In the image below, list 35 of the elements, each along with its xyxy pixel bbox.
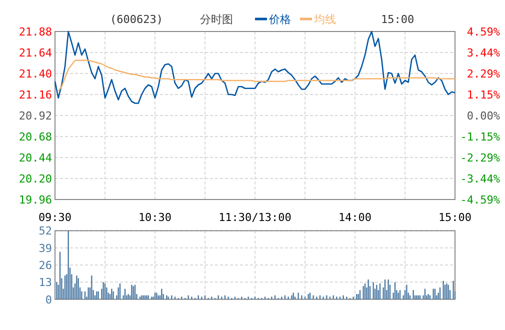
- legend-label: 价格: [268, 13, 291, 26]
- y-tick-label: 19.96: [18, 194, 52, 206]
- legend-label: 均线: [313, 13, 336, 26]
- y-tick-label: 21.40: [18, 68, 52, 80]
- y-tick-label: 21.16: [18, 88, 52, 102]
- y-tick-label: 20.20: [18, 172, 52, 186]
- y2-tick-label: 3.44%: [466, 46, 500, 60]
- y2-tick-label: 0.00%: [466, 110, 500, 122]
- y-tick-label: 20.68: [18, 130, 52, 144]
- x-tick-label: 11:30/13:00: [218, 211, 292, 224]
- y-tick-label: 21.88: [18, 26, 52, 38]
- y2-tick-label: 2.29%: [466, 68, 500, 81]
- x-tick-label: 15:00: [438, 211, 472, 224]
- y-tick-label: 21.64: [18, 46, 52, 60]
- y-tick-label: 26: [38, 259, 52, 272]
- x-tick-label: 09:30: [38, 211, 72, 224]
- y-tick-label: 13: [38, 276, 52, 290]
- chart-subtitle: (600623): [110, 13, 163, 26]
- y2-tick-label: -3.44%: [460, 172, 500, 186]
- x-tick-label: 10:30: [138, 211, 172, 224]
- y-tick-label: 20.92: [18, 110, 52, 122]
- y-tick-label: 0: [45, 293, 52, 306]
- y2-tick-label: -2.29%: [460, 151, 500, 164]
- chart-title: 分时图: [200, 13, 233, 26]
- y-tick-label: 20.44: [18, 152, 52, 164]
- y2-tick-label: -1.15%: [460, 130, 500, 144]
- y2-tick-label: 1.15%: [466, 88, 500, 102]
- y2-tick-label: 4.59%: [466, 26, 500, 38]
- y2-tick-label: -4.59%: [460, 194, 500, 206]
- x-tick-label: 14:00: [338, 211, 372, 224]
- y-tick-label: 39: [38, 242, 52, 255]
- text: 15:00: [381, 13, 414, 26]
- line-series: [58, 60, 456, 92]
- line-series: [54, 30, 456, 104]
- y-tick-label: 52: [38, 224, 52, 238]
